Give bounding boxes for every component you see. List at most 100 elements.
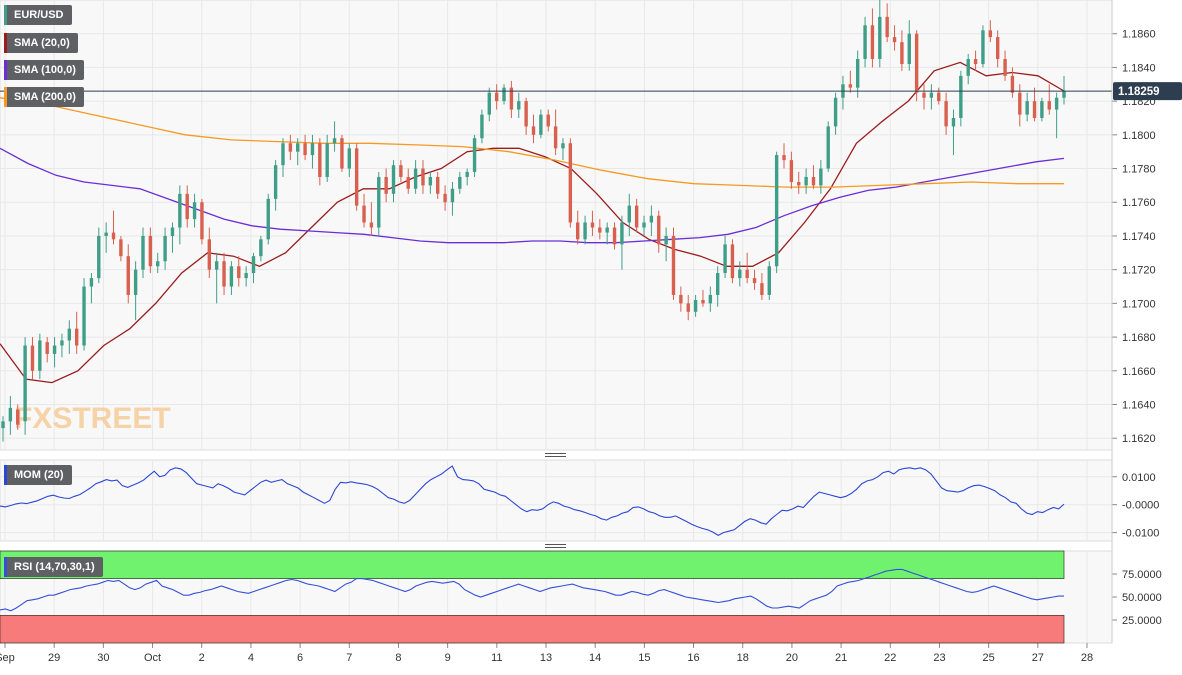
candle-down <box>16 409 20 425</box>
x-tick-label: 21 <box>835 652 847 664</box>
candle-up <box>605 227 609 233</box>
x-tick-label: 25 <box>983 652 995 664</box>
candle-up <box>539 114 543 135</box>
x-tick-label: 29 <box>48 652 60 664</box>
price-tick-label: 1.1620 <box>1122 433 1156 445</box>
candle-down <box>436 176 440 194</box>
candle-up <box>89 278 94 287</box>
candle-up <box>929 92 934 98</box>
candle-down <box>811 176 816 186</box>
x-tick-label: 16 <box>687 652 699 664</box>
candle-up <box>620 222 624 245</box>
candle-down <box>922 92 926 98</box>
candle-down <box>384 176 388 194</box>
candle-up <box>229 266 234 287</box>
candle-down <box>568 143 573 223</box>
sma-100-line <box>0 147 1065 244</box>
candle-down <box>745 269 749 279</box>
candle-up <box>774 155 779 267</box>
price-tick-label: 1.1720 <box>1122 265 1156 277</box>
candle-down <box>524 101 528 127</box>
candle-up <box>819 168 823 186</box>
candle-up <box>310 143 315 156</box>
x-tick-label: 11 <box>491 652 502 664</box>
x-tick-label: 14 <box>589 652 601 664</box>
candle-up <box>627 205 631 223</box>
candle-down <box>686 303 690 312</box>
price-tick-label: 1.1860 <box>1122 29 1156 41</box>
mom-tick-label: -0.0000 <box>1122 500 1159 512</box>
candle-down <box>509 87 514 110</box>
candle-down <box>1018 92 1022 115</box>
candle-down <box>399 165 403 177</box>
legend-sma20: SMA (20,0) <box>4 33 78 53</box>
candle-up <box>413 168 418 189</box>
legend-eurusd: EUR/USD <box>4 5 72 25</box>
candle-down <box>303 143 307 156</box>
candle-up <box>391 165 396 194</box>
legend-mom: MOM (20) <box>4 465 72 485</box>
panel-divider-1 <box>0 452 1182 458</box>
candle-down <box>900 42 904 65</box>
x-tick-label: Sep <box>0 652 15 664</box>
candle-down <box>752 278 757 284</box>
candle-up <box>281 143 285 166</box>
candle-down <box>797 182 801 186</box>
candle-down <box>701 300 705 304</box>
x-tick-label: 8 <box>395 652 401 664</box>
candle-up <box>708 294 713 304</box>
price-tick-label: 1.1680 <box>1122 332 1156 344</box>
x-tick-label: 23 <box>933 652 945 664</box>
legend-rsi-label: RSI (14,70,30,1) <box>14 561 95 573</box>
candle-down <box>789 160 794 183</box>
legend-sma200-swatch <box>4 87 7 107</box>
mom-tick-label: 0.0100 <box>1122 472 1156 484</box>
x-tick-label: 18 <box>737 652 749 664</box>
candle-down <box>612 227 617 245</box>
legend-sma200: SMA (200,0) <box>4 87 84 107</box>
candle-up <box>738 269 742 279</box>
x-tick-label: 28 <box>1081 652 1093 664</box>
legend-sma100-label: SMA (100,0) <box>14 64 76 76</box>
price-tick-label: 1.1640 <box>1122 399 1156 411</box>
mom-tick-label: -0.0100 <box>1122 528 1159 540</box>
candle-down <box>531 126 536 135</box>
candle-up <box>192 202 197 220</box>
candle-up <box>465 171 469 177</box>
candle-up <box>38 340 42 371</box>
legend-sma100: SMA (100,0) <box>4 60 84 80</box>
candle-up <box>214 261 219 270</box>
candle-down <box>576 222 580 240</box>
candle-up <box>487 92 491 115</box>
momentum-line <box>0 465 1065 537</box>
candle-up <box>67 328 72 341</box>
candle-down <box>885 16 889 38</box>
candle-down <box>1047 101 1051 110</box>
candle-up <box>1062 91 1066 98</box>
x-tick-label: 6 <box>297 652 303 664</box>
x-tick-label: 4 <box>248 652 254 664</box>
candle-down <box>1010 75 1015 93</box>
candle-up <box>966 58 970 76</box>
watermark-logo: FXSTREET <box>14 402 171 435</box>
candle-up <box>583 222 587 240</box>
sma-200-line <box>0 97 1064 188</box>
candle-down <box>443 193 447 203</box>
candle-up <box>502 87 506 102</box>
candle-down <box>185 193 189 220</box>
candle-down <box>657 215 661 245</box>
legend-eurusd-swatch <box>4 5 7 25</box>
candle-down <box>995 37 1000 59</box>
sma-20-line <box>0 61 1065 384</box>
candle-down <box>679 294 683 304</box>
panel-background-1 <box>0 0 1113 451</box>
candle-down <box>782 155 786 161</box>
candle-up <box>23 345 27 422</box>
candle-up <box>347 148 351 169</box>
candle-down <box>74 328 79 346</box>
candle-down <box>126 256 130 295</box>
candle-up <box>60 340 64 346</box>
candle-down <box>288 143 293 152</box>
candle-up <box>52 345 57 354</box>
candle-down <box>546 114 550 127</box>
